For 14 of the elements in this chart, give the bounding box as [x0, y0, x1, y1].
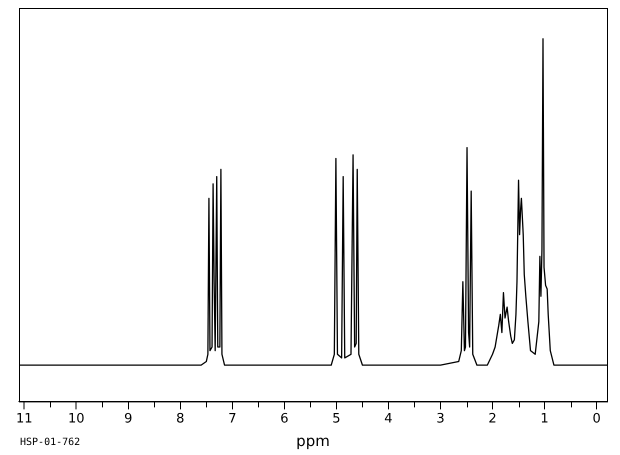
- x-tick-label: 9: [124, 412, 132, 427]
- x-tick-label: 7: [228, 412, 236, 427]
- x-tick-label: 10: [68, 412, 85, 427]
- text: HSP-01-762: [20, 437, 80, 448]
- x-tick-label: 8: [176, 412, 184, 427]
- x-tick-label: 3: [436, 412, 445, 427]
- x-tick-label: 1: [540, 412, 549, 427]
- x-axis-title: ppm: [296, 432, 330, 450]
- x-tick-label: 6: [280, 412, 289, 427]
- x-tick-label: 2: [488, 412, 497, 427]
- x-tick-label: 0: [592, 412, 601, 427]
- x-tick-label: 11: [16, 412, 32, 427]
- x-tick-label: 4: [384, 412, 393, 427]
- x-tick-label: 5: [332, 412, 341, 427]
